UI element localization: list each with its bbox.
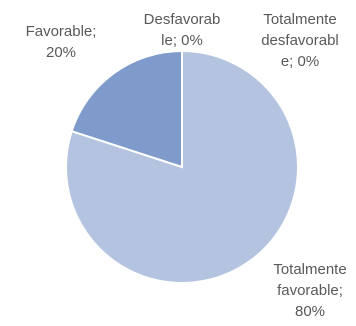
labels-layer: Totalmente favorable; 80% Favorable; 20% Desf… [26,11,347,320]
data-label-line: desfavorabl [261,32,339,49]
data-label-line: Favorable; [26,23,97,40]
data-label-totalmente-favorable: Totalmente favorable; 80% [273,261,346,320]
data-label-line: le; 0% [161,32,203,49]
slices-layer [65,49,299,284]
data-label-desfavorable: Desfavorab le; 0% [144,11,221,49]
slice-favorable [70,49,183,169]
data-label-line: Totalmente [273,261,346,278]
slice-totalmente-favorable [65,49,299,284]
data-label-line: 80% [295,303,325,320]
data-label-line: e; 0% [281,53,319,70]
data-label-favorable: Favorable; 20% [26,23,97,61]
data-label-totalmente-desfavorable: Totalmente desfavorabl e; 0% [261,11,339,70]
data-label-line: favorable; [277,282,343,299]
data-label-line: 20% [46,44,76,61]
data-label-line: Totalmente [263,11,336,28]
data-label-line: Desfavorab [144,11,221,28]
